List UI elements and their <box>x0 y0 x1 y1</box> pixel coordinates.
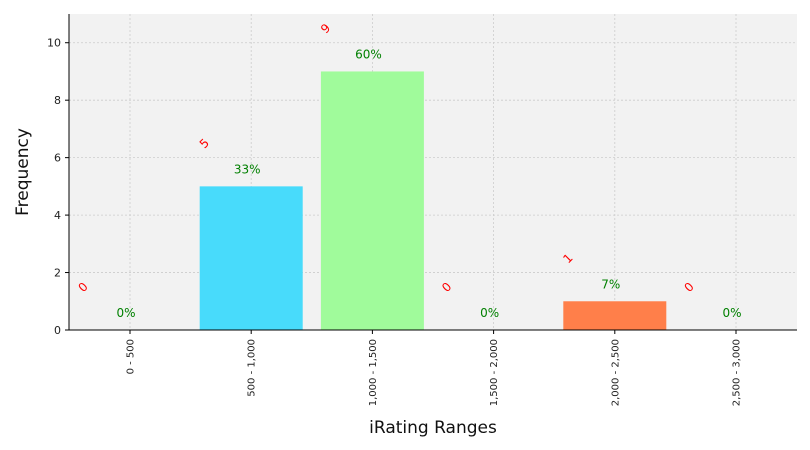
x-tick-label: 1,000 - 1,500 <box>368 339 379 406</box>
x-tick-label: 500 - 1,000 <box>247 339 258 397</box>
x-tick-label: 2,500 - 3,000 <box>732 339 743 406</box>
x-axis-title: iRating Ranges <box>369 418 497 438</box>
percent-label: 7% <box>601 277 620 291</box>
x-tick-label: 1,500 - 2,000 <box>489 339 500 406</box>
percent-label: 0% <box>116 306 135 320</box>
y-tick-label: 8 <box>54 94 61 107</box>
y-axis-title: Frequency <box>13 128 33 216</box>
bars <box>199 71 667 331</box>
y-tick-label: 4 <box>54 209 61 222</box>
percent-label: 0% <box>722 306 741 320</box>
x-ticks: 0 - 500 500 - 1,000 1,000 - 1,500 1,500 - 2… <box>126 330 743 406</box>
bar <box>199 186 303 330</box>
bar <box>320 71 424 331</box>
percent-label: 33% <box>234 162 261 176</box>
plot-background <box>69 14 797 330</box>
percent-label: 60% <box>355 47 382 61</box>
axes <box>68 14 797 331</box>
bar <box>563 301 667 330</box>
y-ticks: 0 2 4 6 8 10 <box>47 37 69 337</box>
y-tick-label: 0 <box>54 324 61 337</box>
y-tick-label: 6 <box>54 152 61 165</box>
y-tick-label: 10 <box>47 37 61 50</box>
y-tick-label: 2 <box>54 267 61 280</box>
x-tick-label: 2,000 - 2,500 <box>610 339 621 406</box>
x-tick-label: 0 - 500 <box>126 339 137 374</box>
percent-label: 0% <box>480 306 499 320</box>
